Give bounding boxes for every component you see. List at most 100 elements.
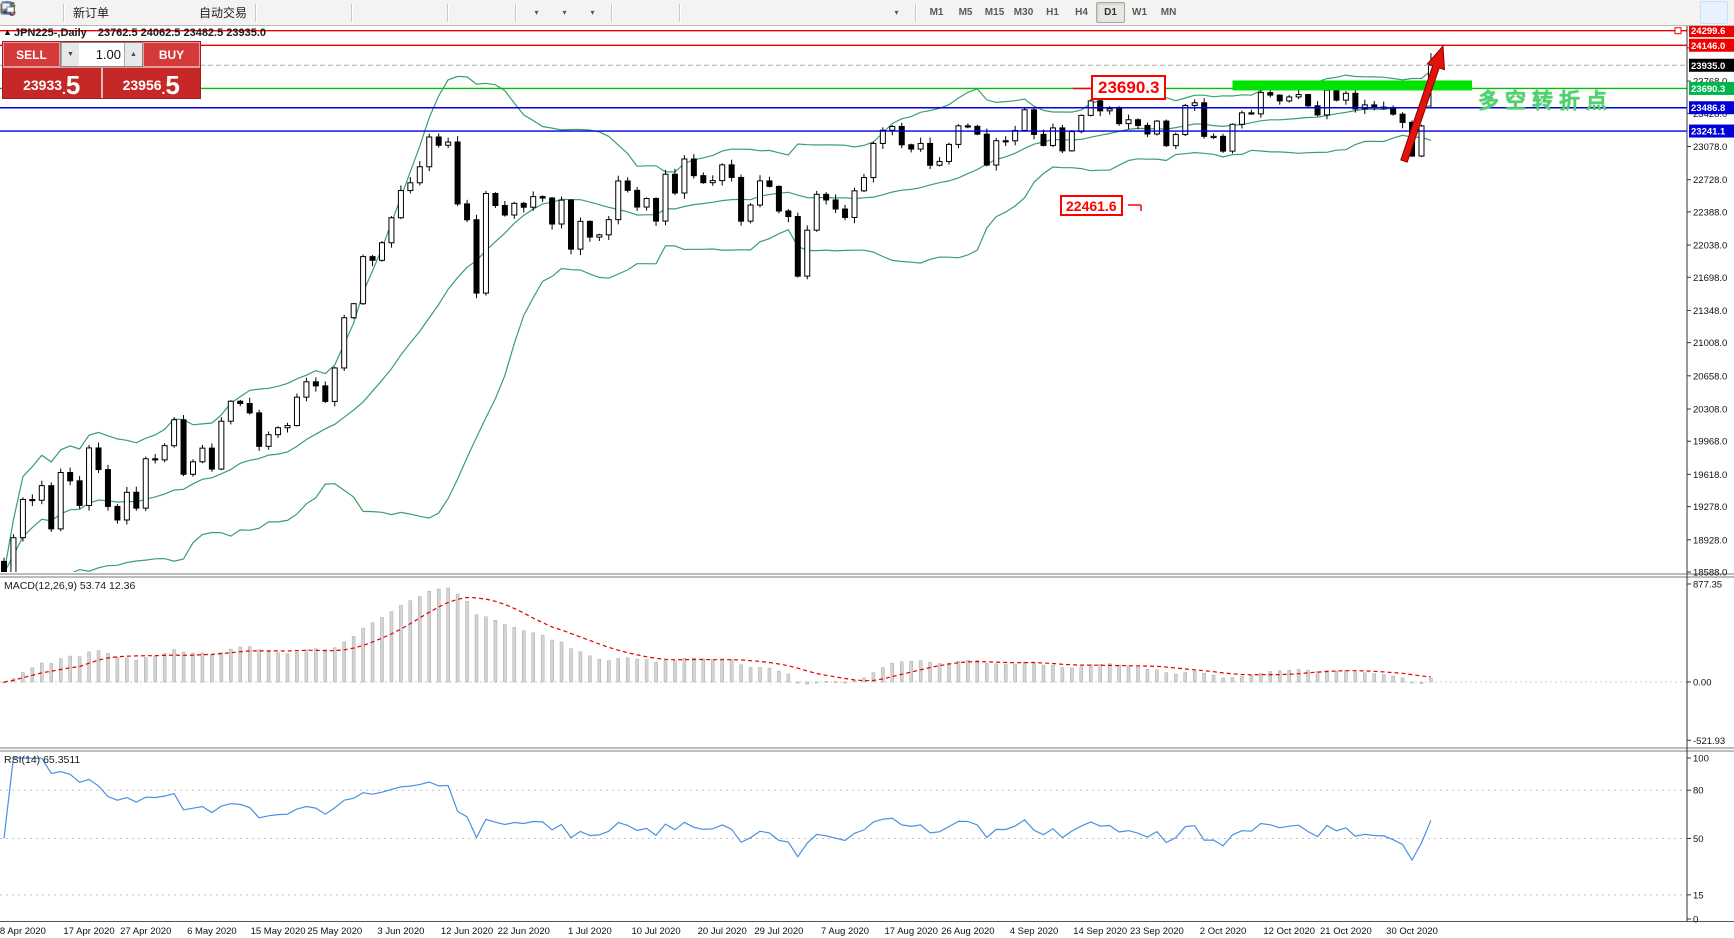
toolbar-fibonacci-icon[interactable]: F	[2, 1, 826, 24]
toolbar-strategy-tester-icon[interactable]	[2, 1, 196, 24]
support-price-label[interactable]: 22461.6	[1060, 195, 1123, 216]
bull-candle	[397, 190, 404, 219]
toolbar-auto-scroll-icon[interactable]	[1, 1, 482, 24]
chat-icon[interactable]	[1, 1, 1728, 24]
macd-histogram-bar	[824, 681, 828, 683]
macd-histogram-bar	[408, 600, 413, 683]
date-tick-label: 22 Jun 2020	[498, 926, 550, 937]
toolbar-periods-icon[interactable]: ▾	[1, 1, 578, 24]
toolbar-horizontal-line-icon[interactable]	[2, 1, 742, 24]
macd-histogram-bar	[796, 681, 800, 684]
macd-histogram-bar	[711, 659, 715, 683]
macd-histogram-bar	[77, 656, 82, 683]
bull-candle	[275, 427, 282, 436]
macd-histogram-bar	[1259, 672, 1263, 683]
toolbar-autotrading-button[interactable]: 自动交易	[2, 1, 250, 24]
bear-candle	[237, 400, 244, 404]
toolbar-zoom-in-icon[interactable]	[1, 1, 386, 24]
date-tick-label: 27 Apr 2020	[120, 926, 171, 937]
bear-candle	[898, 125, 905, 146]
toolbar-candle-chart-icon[interactable]	[3, 1, 318, 24]
toolbar-templates-icon[interactable]: ▾	[1, 1, 606, 24]
main-pane	[1, 53, 1434, 572]
volume-increase-button[interactable]: ▲	[124, 43, 142, 66]
toolbar-indicators-icon[interactable]: ▾	[2, 1, 550, 24]
timeframe-m5-button[interactable]: M5	[958, 7, 973, 18]
rsi-tick-label: 0	[1693, 915, 1698, 926]
bear-candle	[464, 203, 471, 221]
volume-decrease-button[interactable]: ▼	[61, 43, 79, 66]
macd-histogram-bar	[1192, 670, 1197, 683]
price-tag-label: 23486.8	[1691, 103, 1725, 114]
price-tag-label: 23241.1	[1691, 127, 1726, 138]
bear-candle	[246, 402, 253, 414]
macd-histogram-bar	[49, 663, 53, 683]
search-icon[interactable]	[1, 1, 1694, 24]
macd-histogram-bar	[87, 651, 91, 683]
toolbar-text-label-icon[interactable]: T	[2, 1, 882, 24]
timeframe-h4-button[interactable]: H4	[1075, 7, 1088, 18]
price-tag	[1689, 81, 1734, 95]
toolbar-data-window-icon[interactable]	[0, 1, 58, 24]
timeframe-w1-button[interactable]: W1	[1132, 7, 1148, 18]
toolbar-trendline-icon[interactable]	[2, 1, 770, 24]
volume-field[interactable]: ▼ 1.00 ▲	[60, 42, 143, 67]
macd-histogram-bar	[229, 648, 233, 683]
bull-candle	[860, 177, 867, 192]
timeframe-mn-button[interactable]: MN	[1160, 7, 1177, 18]
macd-tick-label: 877.35	[1693, 579, 1722, 590]
toolbar-terminal-icon[interactable]	[1, 1, 168, 24]
macd-histogram-bar	[1089, 664, 1093, 683]
buy-button[interactable]: BUY	[143, 42, 200, 67]
macd-histogram-bar	[994, 663, 998, 683]
buy-price[interactable]: 23956 . 5	[103, 68, 201, 98]
timeframe-h1-button[interactable]: H1	[1046, 7, 1059, 18]
toolbar-vertical-line-icon[interactable]	[7, 1, 714, 24]
toolbar-arrows-icon[interactable]: ▾	[0, 1, 910, 24]
macd-histogram-bar	[493, 619, 498, 683]
toolbar-new-order-button[interactable]: 新订单	[1, 1, 112, 24]
toolbar-crosshair-icon[interactable]	[2, 1, 674, 24]
trade-panel-toggle-icon[interactable]: ▲	[3, 27, 12, 37]
toolbar-chart-shift-icon[interactable]	[2, 1, 510, 24]
macd-histogram-bar	[918, 660, 923, 683]
toolbar-metaeditor-icon[interactable]	[2, 1, 140, 24]
bull-candle	[38, 485, 45, 501]
macd-histogram-bar	[115, 656, 120, 683]
macd-histogram-bar	[673, 660, 677, 683]
toolbar-autotrading-label: 自动交易	[199, 6, 248, 20]
toolbar-cursor-icon[interactable]	[5, 1, 646, 24]
toolbar-line-chart-icon[interactable]	[1, 1, 346, 24]
sell-button[interactable]: SELL	[3, 42, 60, 67]
bull-candle	[946, 143, 952, 162]
bull-candle	[879, 129, 886, 144]
volume-value[interactable]: 1.00	[95, 47, 121, 62]
timeframe-m15-button[interactable]: M15	[984, 7, 1005, 18]
toolbar-tile-windows-icon[interactable]	[2, 1, 442, 24]
macd-histogram-bar	[1022, 661, 1027, 683]
bull-candle	[388, 217, 395, 244]
macd-histogram-bar	[1230, 677, 1235, 683]
toolbar-bar-chart-icon[interactable]	[2, 1, 290, 24]
toolbar-equidistant-channel-icon[interactable]: E	[1, 1, 798, 24]
timeframe-m30-button[interactable]: M30	[1013, 7, 1034, 18]
macd-histogram-bar	[890, 662, 895, 683]
bull-candle	[804, 229, 811, 277]
macd-pane	[0, 587, 1687, 685]
macd-histogram-bar	[682, 658, 687, 683]
bear-candle	[1371, 104, 1378, 108]
buy-price-frac: 5	[165, 70, 180, 100]
bull-candle	[1049, 127, 1056, 146]
toolbar-zoom-out-icon[interactable]	[1, 1, 414, 24]
resistance-price-label[interactable]: 23690.3	[1091, 75, 1167, 100]
sell-price[interactable]: 23933 . 5	[3, 68, 101, 98]
bull-bear-turning-point-note[interactable]: 多空转折点	[1478, 90, 1613, 113]
bull-candle	[577, 220, 584, 250]
macd-histogram-bar	[1051, 664, 1055, 683]
timeframe-m1-button[interactable]: M1	[929, 7, 944, 18]
toolbar-text-icon[interactable]: A	[4, 1, 854, 24]
macd-histogram-bar	[153, 655, 157, 683]
timeframe-d1-button[interactable]: D1	[1096, 2, 1126, 23]
macd-histogram-bar	[1296, 669, 1301, 683]
